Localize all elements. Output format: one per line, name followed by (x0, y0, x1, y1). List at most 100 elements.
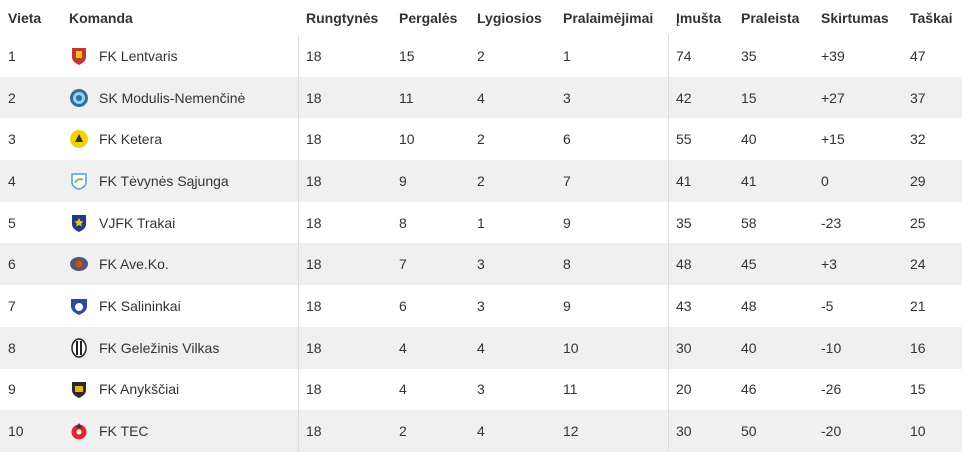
cell-points: 47 (902, 35, 962, 77)
cell-losses: 8 (555, 243, 668, 286)
team-cell[interactable]: FK Tėvynės Sąjunga (69, 171, 298, 191)
cell-played: 18 (298, 285, 391, 327)
header-conceded[interactable]: Praleista (733, 0, 813, 35)
cell-losses: 7 (555, 160, 668, 202)
table-row[interactable]: 2 SK Modulis-Nemenčinė 18 11 4 3 42 15 +27 37 (0, 76, 962, 119)
team-cell[interactable]: FK Ketera (69, 129, 298, 149)
table-row[interactable]: 9 FK Anykščiai 18 4 3 11 20 46 -26 15 (0, 368, 962, 411)
team-name[interactable]: FK Ave.Ko. (99, 256, 169, 273)
table-row[interactable]: 8 FK Geležinis Vilkas 18 4 4 10 30 40 -10 16 (0, 326, 962, 369)
table-row[interactable]: 10 FK TEC 18 2 4 12 30 50 -20 10 (0, 410, 962, 452)
header-points[interactable]: Taškai (902, 0, 962, 35)
cell-wins: 7 (391, 243, 469, 286)
cell-diff: 0 (813, 160, 902, 202)
cell-rank: 9 (0, 368, 61, 411)
team-name[interactable]: SK Modulis-Nemenčinė (99, 89, 246, 106)
table-row[interactable]: 4 FK Tėvynės Sąjunga 18 9 2 7 41 41 0 29 (0, 160, 962, 202)
cell-wins: 10 (391, 118, 469, 161)
cell-diff: +39 (813, 35, 902, 77)
team-cell[interactable]: FK TEC (69, 421, 298, 441)
cell-team: FK Lentvaris (61, 35, 298, 77)
cell-conceded: 50 (733, 410, 813, 452)
team-cell[interactable]: VJFK Trakai (69, 213, 298, 233)
team-name[interactable]: FK Salininkai (99, 297, 181, 314)
cell-wins: 2 (391, 410, 469, 452)
cell-wins: 15 (391, 35, 469, 77)
cell-scored: 35 (668, 201, 733, 244)
cell-scored: 20 (668, 368, 733, 411)
table-row[interactable]: 5 VJFK Trakai 18 8 1 9 35 58 -23 25 (0, 201, 962, 244)
cell-team: FK Ketera (61, 118, 298, 161)
team-name[interactable]: FK Lentvaris (99, 47, 178, 64)
cell-losses: 3 (555, 76, 668, 119)
cell-losses: 1 (555, 35, 668, 77)
cell-conceded: 48 (733, 285, 813, 327)
cell-draws: 2 (469, 118, 555, 161)
cell-draws: 4 (469, 410, 555, 452)
team-name[interactable]: VJFK Trakai (99, 214, 176, 231)
cell-draws: 4 (469, 76, 555, 119)
cell-losses: 11 (555, 368, 668, 411)
team-cell[interactable]: FK Geležinis Vilkas (69, 337, 298, 358)
cell-team: SK Modulis-Nemenčinė (61, 76, 298, 119)
team-name[interactable]: FK TEC (99, 423, 149, 440)
team-cell[interactable]: FK Anykščiai (69, 379, 298, 399)
header-row: Vieta Komanda Rungtynės Pergalės Lygiosi… (0, 0, 962, 35)
cell-draws: 1 (469, 201, 555, 244)
cell-conceded: 35 (733, 35, 813, 77)
cell-rank: 8 (0, 326, 61, 369)
cell-conceded: 40 (733, 326, 813, 369)
cell-team: FK Anykščiai (61, 368, 298, 411)
cell-wins: 8 (391, 201, 469, 244)
table-body: 1 FK Lentvaris 18 15 2 1 74 35 +39 47 2 SK Modulis-… (0, 35, 962, 452)
cell-draws: 3 (469, 243, 555, 286)
team-name[interactable]: FK Anykščiai (99, 381, 180, 398)
salininkai-crest-icon (69, 296, 89, 316)
header-scored[interactable]: Įmušta (668, 0, 733, 35)
cell-scored: 30 (668, 326, 733, 369)
cell-points: 15 (902, 368, 962, 411)
cell-rank: 3 (0, 118, 61, 161)
team-cell[interactable]: FK Ave.Ko. (69, 254, 298, 274)
cell-points: 37 (902, 76, 962, 119)
cell-scored: 41 (668, 160, 733, 202)
team-name[interactable]: FK Geležinis Vilkas (99, 339, 220, 356)
cell-losses: 9 (555, 285, 668, 327)
anyksciai-crest-icon (69, 379, 89, 399)
header-played[interactable]: Rungtynės (298, 0, 391, 35)
header-rank[interactable]: Vieta (0, 0, 61, 35)
team-cell[interactable]: SK Modulis-Nemenčinė (69, 88, 298, 108)
cell-rank: 10 (0, 410, 61, 452)
header-losses[interactable]: Pralaimėjimai (555, 0, 668, 35)
cell-losses: 9 (555, 201, 668, 244)
cell-rank: 4 (0, 160, 61, 202)
cell-scored: 30 (668, 410, 733, 452)
table-row[interactable]: 3 FK Ketera 18 10 2 6 55 40 +15 32 (0, 118, 962, 161)
table-row[interactable]: 1 FK Lentvaris 18 15 2 1 74 35 +39 47 (0, 35, 962, 77)
team-cell[interactable]: FK Lentvaris (69, 46, 298, 66)
cell-diff: -10 (813, 326, 902, 369)
header-draws[interactable]: Lygiosios (469, 0, 555, 35)
team-cell[interactable]: FK Salininkai (69, 296, 298, 316)
trakai-crest-icon (69, 213, 89, 233)
cell-wins: 4 (391, 326, 469, 369)
header-team[interactable]: Komanda (61, 0, 298, 35)
team-name[interactable]: FK Ketera (99, 131, 163, 148)
gelezinis-vilkas-crest-icon (69, 337, 89, 358)
table-row[interactable]: 7 FK Salininkai 18 6 3 9 43 48 -5 21 (0, 285, 962, 327)
cell-points: 21 (902, 285, 962, 327)
cell-losses: 10 (555, 326, 668, 369)
cell-wins: 6 (391, 285, 469, 327)
cell-points: 29 (902, 160, 962, 202)
cell-played: 18 (298, 76, 391, 119)
cell-rank: 5 (0, 201, 61, 244)
cell-scored: 55 (668, 118, 733, 161)
cell-played: 18 (298, 201, 391, 244)
table-row[interactable]: 6 FK Ave.Ko. 18 7 3 8 48 45 +3 24 (0, 243, 962, 286)
cell-played: 18 (298, 243, 391, 286)
cell-conceded: 41 (733, 160, 813, 202)
header-diff[interactable]: Skirtumas (813, 0, 902, 35)
team-name[interactable]: FK Tėvynės Sąjunga (99, 172, 229, 189)
header-wins[interactable]: Pergalės (391, 0, 469, 35)
